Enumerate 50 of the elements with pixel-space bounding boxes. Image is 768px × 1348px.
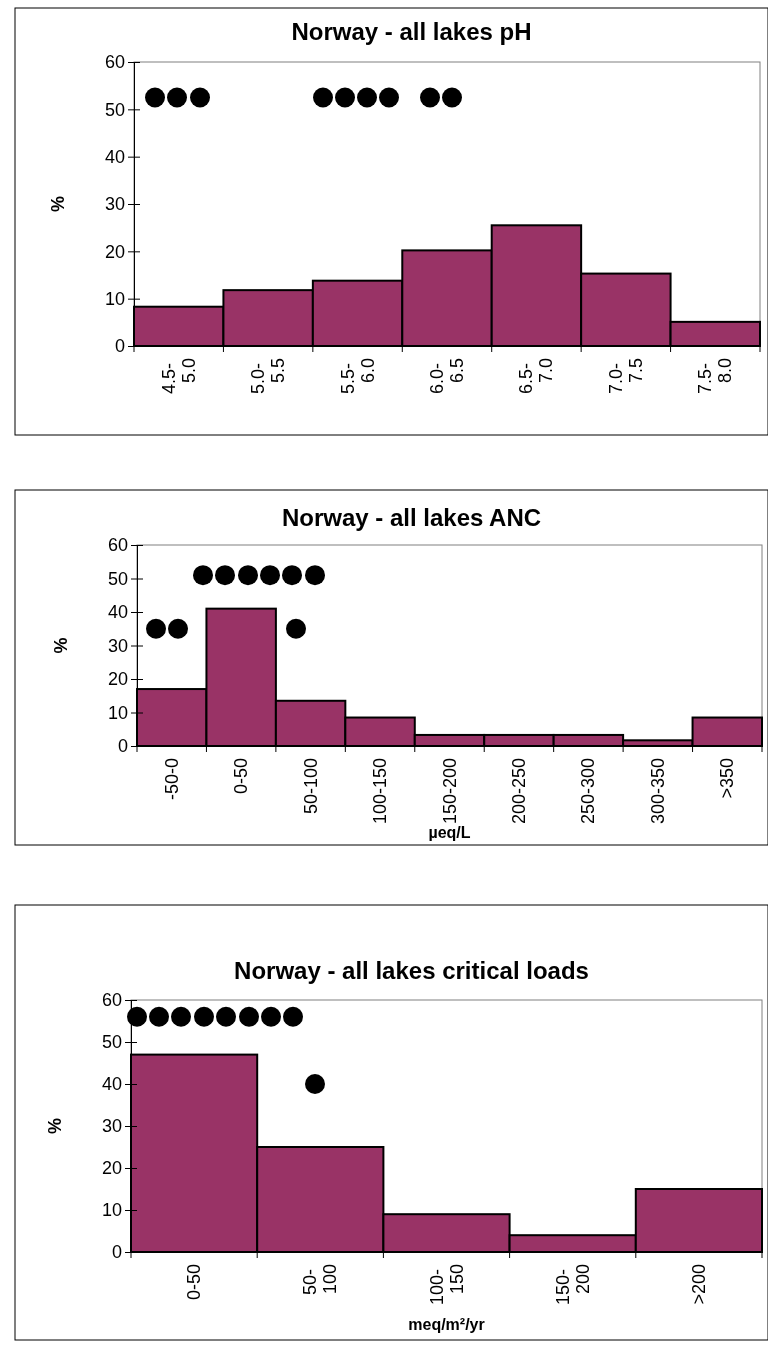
y-tick-label: 20 — [107, 669, 128, 690]
x-tick-label: 100- 150 — [426, 1264, 467, 1306]
y-tick-label: 0 — [117, 736, 128, 757]
x-tick-label: 6.0- 6.5 — [427, 358, 467, 395]
y-tick-label: 60 — [107, 535, 128, 556]
x-tick-label: 300-350 — [647, 758, 668, 825]
y-axis-title: % — [51, 637, 71, 654]
x-tick-label: 50-100 — [300, 758, 321, 815]
y-tick-label: 60 — [101, 990, 122, 1011]
x-tick-label: 150- 200 — [552, 1264, 593, 1306]
chart-title: Norway - all lakes critical loads — [234, 957, 589, 984]
x-tick-label: 7.0- 7.5 — [605, 358, 646, 395]
x-tick-label: 250-300 — [578, 758, 599, 825]
y-tick-label: 40 — [104, 146, 125, 167]
x-tick-label: 200-250 — [508, 758, 529, 825]
x-tick-label: 150-200 — [439, 758, 460, 825]
x-tick-label: 0-50 — [231, 758, 252, 795]
x-axis-title: meq/m²/yr — [408, 1316, 485, 1333]
y-tick-label: 40 — [107, 602, 128, 623]
y-tick-label: 10 — [104, 288, 125, 309]
y-tick-label: 60 — [104, 52, 125, 73]
y-tick-label: 0 — [114, 336, 125, 357]
x-tick-label: 4.5- 5.0 — [158, 358, 199, 395]
y-tick-label: 30 — [107, 635, 128, 656]
y-tick-label: 20 — [101, 1158, 122, 1179]
y-axis-title: % — [45, 1117, 65, 1135]
x-tick-label: 5.0- 5.5 — [248, 358, 289, 395]
y-axis-title: % — [48, 195, 68, 213]
x-tick-label: >200 — [688, 1264, 709, 1305]
x-tick-label: 100-150 — [370, 758, 391, 825]
y-tick-label: 10 — [101, 1200, 122, 1221]
y-tick-label: 0 — [111, 1242, 122, 1263]
x-tick-label: 6.5- 7.0 — [516, 358, 557, 395]
x-tick-label: 7.5- 8.0 — [695, 358, 736, 395]
chart-title: Norway - all lakes ANC — [281, 504, 542, 531]
y-tick-label: 10 — [107, 702, 128, 723]
x-axis-title: µeq/L — [428, 824, 471, 841]
chart-title: Norway - all lakes pH — [291, 18, 532, 45]
y-tick-label: 50 — [104, 99, 125, 120]
y-tick-label: 50 — [107, 568, 128, 589]
y-tick-label: 40 — [101, 1074, 122, 1095]
y-tick-label: 30 — [104, 194, 125, 215]
x-tick-label: 5.5- 6.0 — [337, 358, 378, 395]
x-tick-label: -50-0 — [161, 758, 182, 801]
x-tick-label: 50- 100 — [300, 1264, 341, 1296]
y-tick-label: 50 — [101, 1032, 122, 1053]
x-tick-label: 0-50 — [184, 1264, 205, 1301]
y-tick-label: 20 — [104, 241, 125, 262]
x-tick-label: >350 — [717, 758, 738, 799]
y-tick-label: 30 — [101, 1116, 122, 1137]
